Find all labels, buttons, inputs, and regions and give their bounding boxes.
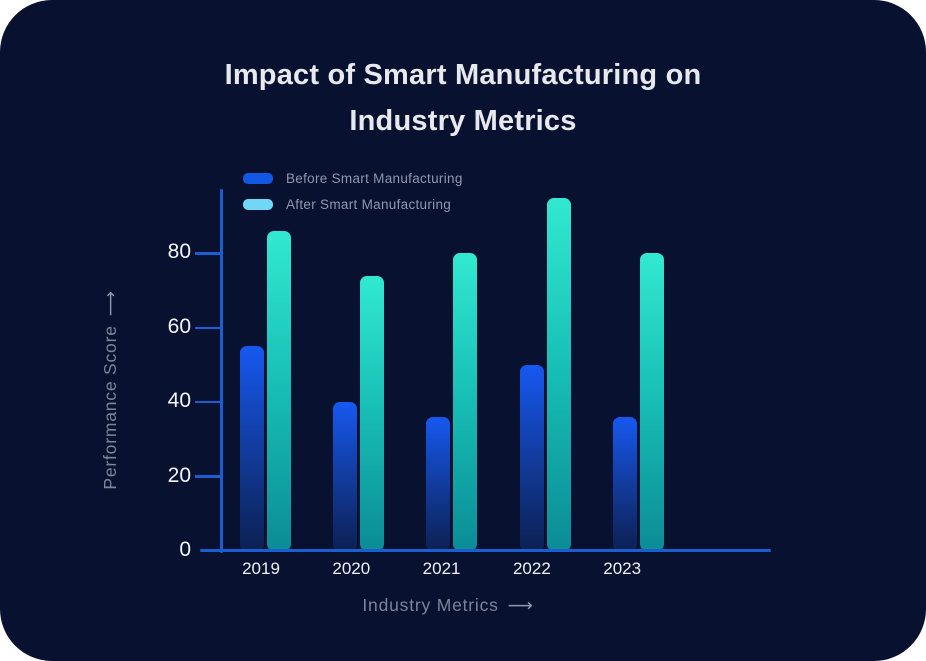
y-tick-40	[195, 400, 221, 404]
bar-before-2021	[426, 417, 451, 551]
x-tick-label-2019: 2019	[242, 559, 280, 578]
legend: Before Smart Manufacturing After Smart M…	[243, 165, 463, 217]
legend-label-before: Before Smart Manufacturing	[286, 170, 463, 186]
x-tick-label-2023: 2023	[603, 559, 642, 578]
x-axis-line	[200, 548, 771, 552]
chart-title-line1: Impact of Smart Manufacturing on	[224, 59, 702, 91]
legend-item-after: After Smart Manufacturing	[243, 191, 463, 217]
x-tick-label-2020: 2020	[332, 559, 371, 578]
y-tick-60	[195, 326, 221, 330]
bar-after-2019	[267, 231, 291, 551]
x-tick-label-2021: 2021	[422, 559, 461, 578]
bar-before-2019	[240, 346, 264, 551]
bar-before-2022	[519, 365, 544, 551]
y-axis-line	[219, 189, 223, 553]
bar-before-2020	[333, 402, 358, 551]
bar-after-2021	[453, 253, 478, 551]
y-tick-label-80: 80	[167, 240, 191, 264]
chart-title: Impact of Smart Manufacturing on Industr…	[0, 52, 926, 144]
chart-title-line2: Industry Metrics	[349, 105, 577, 137]
bar-after-2022	[546, 197, 571, 551]
x-axis-title: Industry Metrics ⟶	[0, 595, 926, 616]
y-tick-label-20: 20	[167, 463, 191, 487]
y-tick-label-0: 0	[179, 538, 191, 561]
legend-item-before: Before Smart Manufacturing	[243, 165, 463, 191]
before-series-swatch	[243, 172, 273, 184]
x-tick-label-2022: 2022	[512, 559, 551, 578]
legend-label-after: After Smart Manufacturing	[286, 196, 452, 212]
bar-after-2023	[639, 253, 664, 551]
y-tick-label-60: 60	[167, 314, 191, 338]
right-arrow-icon: ⟶	[507, 596, 534, 616]
y-tick-20	[195, 475, 221, 478]
bar-after-2020	[360, 275, 385, 551]
y-tick-80	[195, 252, 221, 255]
after-series-swatch	[243, 198, 273, 210]
x-axis-title-text: Industry Metrics	[362, 595, 499, 615]
y-tick-label-40: 40	[167, 389, 191, 413]
bar-before-2023	[612, 417, 637, 551]
